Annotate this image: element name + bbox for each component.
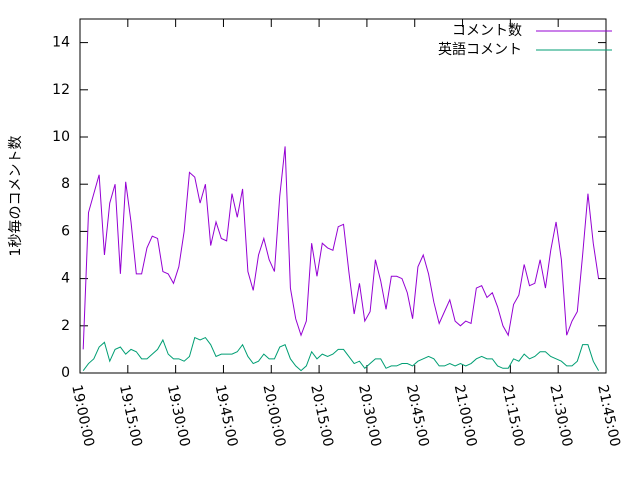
y-tick-label: 2 xyxy=(61,318,70,334)
y-axis-label: 1秒毎のコメント数 xyxy=(8,136,24,257)
legend-label: 英語コメント xyxy=(438,41,522,58)
y-tick-label: 12 xyxy=(52,82,70,98)
plot-border xyxy=(79,18,607,374)
series-line xyxy=(82,146,600,350)
series-line xyxy=(82,336,599,372)
y-tick-label: 4 xyxy=(61,271,70,287)
legend-label: コメント数 xyxy=(452,23,522,39)
y-tick-label: 0 xyxy=(61,365,70,381)
y-tick-label: 8 xyxy=(61,176,70,192)
y-tick-label: 10 xyxy=(52,129,70,145)
y-tick-label: 6 xyxy=(61,223,70,239)
y-tick-label: 14 xyxy=(52,35,70,51)
